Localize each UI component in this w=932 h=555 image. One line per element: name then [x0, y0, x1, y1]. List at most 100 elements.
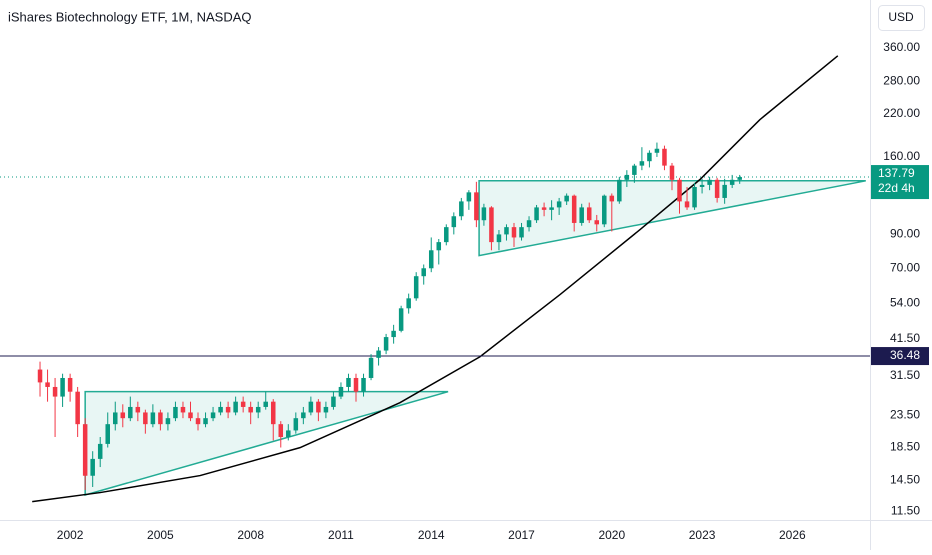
candle-body: [632, 165, 637, 175]
candle-body: [278, 424, 284, 438]
candle-body: [714, 179, 720, 198]
candle-body: [692, 186, 697, 208]
candle-body: [113, 412, 118, 425]
candle-body: [286, 430, 291, 438]
candle-body: [451, 216, 457, 228]
candle-body: [707, 179, 712, 185]
x-tick-label: 2020: [598, 528, 625, 542]
candle-body: [466, 192, 472, 202]
candle-body: [639, 161, 645, 166]
candle-body: [346, 377, 351, 387]
candle-body: [52, 386, 58, 397]
candle-body: [263, 401, 268, 407]
y-tick-label: 90.00: [890, 227, 920, 241]
y-tick-label: 11.50: [891, 504, 920, 518]
y-tick-label: 31.50: [890, 368, 920, 382]
candle-body: [602, 195, 607, 225]
candle-body: [729, 179, 735, 185]
candle-body: [662, 148, 667, 166]
candle-body: [128, 406, 133, 419]
y-tick-label: 220.00: [883, 106, 920, 120]
candle-body: [737, 177, 742, 180]
candle-body: [270, 401, 276, 425]
chart-title: iShares Biotechnology ETF, 1M, NASDAQ: [8, 9, 252, 24]
y-tick-label: 23.50: [890, 407, 920, 421]
y-tick-label: 54.00: [890, 295, 920, 309]
candle-body: [406, 298, 411, 309]
price-axis: 11.50 14.50 18.50 23.50 31.50 41.50 54.00 70.00…: [871, 40, 929, 518]
candle-body: [158, 412, 163, 425]
candle-body: [338, 386, 344, 397]
candle-body: [82, 424, 88, 476]
candle-body: [722, 184, 727, 198]
x-tick-label: 2017: [508, 528, 535, 542]
candle-body: [60, 377, 65, 397]
candle-body: [684, 201, 690, 208]
candle-body: [293, 418, 299, 431]
candle-body: [519, 227, 524, 238]
candle-body: [549, 207, 554, 210]
candle-body: [489, 207, 494, 243]
candle-body: [75, 391, 80, 425]
candle-body: [511, 227, 517, 238]
candle-body: [594, 220, 600, 225]
candle-body: [218, 406, 223, 413]
candle-body: [173, 406, 178, 419]
y-tick-label: 70.00: [890, 260, 920, 274]
candle-body: [97, 443, 103, 459]
candle-body: [316, 401, 321, 413]
last-price-box: [871, 165, 929, 200]
y-tick-label: 41.50: [890, 331, 920, 345]
last-price-label: 137.79: [878, 166, 915, 180]
plot-area: [0, 55, 870, 503]
x-tick-label: 2014: [418, 528, 445, 542]
candle-body: [143, 412, 148, 425]
candle-body: [45, 382, 50, 387]
candle-body: [699, 184, 705, 187]
candle-body: [534, 207, 539, 221]
candle-body: [255, 406, 261, 413]
candle-body: [210, 412, 216, 419]
x-tick-label: 2011: [328, 528, 354, 542]
candle-body: [647, 152, 652, 162]
y-tick-label: 14.50: [890, 472, 920, 486]
candle-body: [436, 242, 442, 251]
candle-body: [233, 401, 238, 413]
candle-body: [421, 268, 426, 277]
candle-body: [609, 195, 615, 202]
x-tick-label: 2002: [57, 528, 84, 542]
candle-body: [669, 165, 675, 180]
candle-body: [90, 458, 95, 476]
candle-body: [203, 418, 208, 425]
countdown-label: 22d 4h: [878, 181, 915, 195]
candle-body: [541, 207, 547, 210]
currency[interactable]: USD: [888, 10, 914, 24]
candle-body: [165, 418, 171, 425]
candle-body: [67, 377, 73, 392]
candle-body: [150, 412, 156, 425]
candle-body: [391, 330, 396, 338]
y-tick-label: 160.00: [883, 149, 920, 163]
candle-body: [361, 377, 366, 392]
candle-body: [413, 276, 419, 299]
candle-body: [308, 401, 314, 413]
candle-body: [353, 377, 359, 392]
candle-body: [617, 179, 622, 202]
candle-body: [105, 424, 110, 444]
curve-drawing: [32, 55, 839, 503]
y-tick-label: 280.00: [883, 74, 920, 88]
y-tick-label: 360.00: [883, 40, 920, 54]
candle-body: [481, 207, 487, 221]
candle-body: [180, 406, 186, 413]
candle-body: [248, 406, 253, 413]
candle-body: [331, 396, 336, 407]
candle-body: [474, 192, 479, 221]
candle-body: [459, 201, 464, 217]
candle-body: [398, 308, 404, 331]
currency-button[interactable]: [878, 5, 925, 31]
candle-body: [571, 195, 577, 223]
candle-body: [624, 174, 630, 180]
x-tick-label: 2023: [689, 528, 716, 542]
